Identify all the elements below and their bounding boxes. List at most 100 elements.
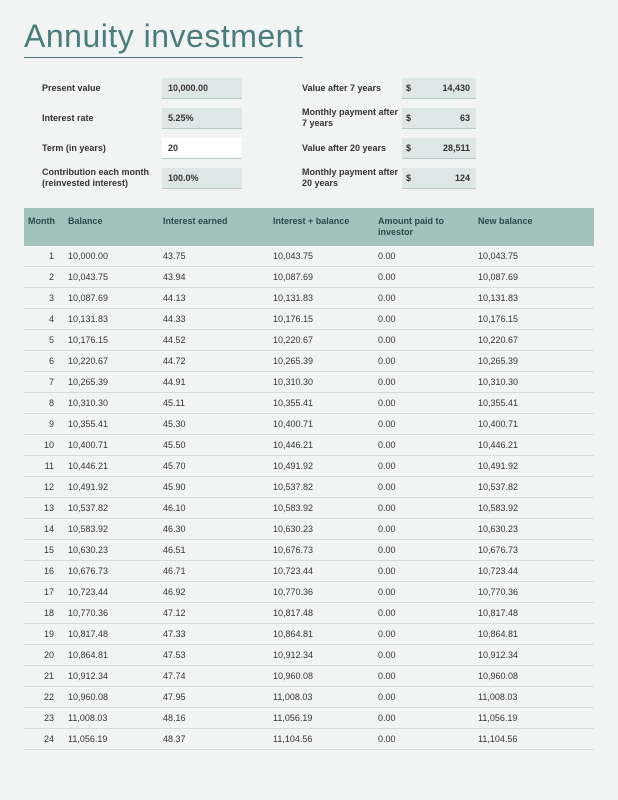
value[interactable]: 100.0% xyxy=(162,168,242,189)
table-row: 2311,008.0348.1611,056.190.0011,056.19 xyxy=(24,708,594,729)
cell-new-balance: 10,446.21 xyxy=(474,440,574,450)
cell-interest-balance: 10,630.23 xyxy=(269,524,374,534)
cell-balance: 10,676.73 xyxy=(64,566,159,576)
value[interactable]: 20 xyxy=(162,138,242,159)
table-row: 1610,676.7346.7110,723.440.0010,723.44 xyxy=(24,561,594,582)
cell-paid: 0.00 xyxy=(374,545,474,555)
cell-interest-balance: 10,265.39 xyxy=(269,356,374,366)
cell-paid: 0.00 xyxy=(374,671,474,681)
cell-balance: 10,000.00 xyxy=(64,251,159,261)
cell-month: 3 xyxy=(24,293,64,303)
cell-interest: 48.37 xyxy=(159,734,269,744)
label: Monthly payment after 7 years xyxy=(302,107,402,129)
value[interactable]: 5.25% xyxy=(162,108,242,129)
cell-paid: 0.00 xyxy=(374,314,474,324)
cell-paid: 0.00 xyxy=(374,713,474,723)
col-amount-paid: Amount paid to investor xyxy=(374,216,474,238)
cell-balance: 11,056.19 xyxy=(64,734,159,744)
table-row: 610,220.6744.7210,265.390.0010,265.39 xyxy=(24,351,594,372)
table-row: 2110,912.3447.7410,960.080.0010,960.08 xyxy=(24,666,594,687)
cell-paid: 0.00 xyxy=(374,524,474,534)
cell-balance: 10,864.81 xyxy=(64,650,159,660)
cell-balance: 10,912.34 xyxy=(64,671,159,681)
value[interactable]: 10,000.00 xyxy=(162,78,242,99)
cell-new-balance: 10,131.83 xyxy=(474,293,574,303)
cell-month: 7 xyxy=(24,377,64,387)
cell-new-balance: 10,770.36 xyxy=(474,587,574,597)
cell-month: 11 xyxy=(24,461,64,471)
cell-paid: 0.00 xyxy=(374,398,474,408)
cell-balance: 10,446.21 xyxy=(64,461,159,471)
table-header: Month Balance Interest earned Interest +… xyxy=(24,208,594,246)
cell-interest: 45.30 xyxy=(159,419,269,429)
cell-month: 23 xyxy=(24,713,64,723)
cell-balance: 10,220.67 xyxy=(64,356,159,366)
cell-month: 10 xyxy=(24,440,64,450)
table-row: 210,043.7543.9410,087.690.0010,087.69 xyxy=(24,267,594,288)
cell-balance: 10,265.39 xyxy=(64,377,159,387)
cell-new-balance: 10,355.41 xyxy=(474,398,574,408)
input-present-value: Present value 10,000.00 xyxy=(42,76,242,100)
cell-paid: 0.00 xyxy=(374,293,474,303)
label: Value after 7 years xyxy=(302,83,402,94)
label: Value after 20 years xyxy=(302,143,402,154)
cell-interest: 47.33 xyxy=(159,629,269,639)
input-interest-rate: Interest rate 5.25% xyxy=(42,106,242,130)
cell-paid: 0.00 xyxy=(374,356,474,366)
cell-paid: 0.00 xyxy=(374,377,474,387)
cell-paid: 0.00 xyxy=(374,272,474,282)
cell-paid: 0.00 xyxy=(374,503,474,513)
cell-month: 9 xyxy=(24,419,64,429)
col-month: Month xyxy=(24,216,64,238)
cell-month: 20 xyxy=(24,650,64,660)
cell-interest-balance: 10,912.34 xyxy=(269,650,374,660)
cell-new-balance: 10,537.82 xyxy=(474,482,574,492)
cell-interest-balance: 11,008.03 xyxy=(269,692,374,702)
cell-interest: 46.51 xyxy=(159,545,269,555)
cell-month: 24 xyxy=(24,734,64,744)
cell-interest-balance: 10,400.71 xyxy=(269,419,374,429)
cell-paid: 0.00 xyxy=(374,734,474,744)
cell-balance: 10,491.92 xyxy=(64,482,159,492)
cell-paid: 0.00 xyxy=(374,566,474,576)
cell-interest: 47.12 xyxy=(159,608,269,618)
cell-new-balance: 10,583.92 xyxy=(474,503,574,513)
value: 28,511 xyxy=(416,138,476,159)
cell-interest-balance: 11,104.56 xyxy=(269,734,374,744)
cell-new-balance: 10,630.23 xyxy=(474,524,574,534)
cell-interest: 44.72 xyxy=(159,356,269,366)
cell-interest-balance: 10,960.08 xyxy=(269,671,374,681)
cell-interest-balance: 10,676.73 xyxy=(269,545,374,555)
cell-new-balance: 10,220.67 xyxy=(474,335,574,345)
cell-new-balance: 10,265.39 xyxy=(474,356,574,366)
currency: $ xyxy=(402,168,416,189)
col-interest-balance: Interest + balance xyxy=(269,216,374,238)
currency: $ xyxy=(402,108,416,129)
cell-interest: 45.11 xyxy=(159,398,269,408)
cell-new-balance: 11,008.03 xyxy=(474,692,574,702)
cell-new-balance: 10,087.69 xyxy=(474,272,574,282)
label: Monthly payment after 20 years xyxy=(302,167,402,189)
col-balance: Balance xyxy=(64,216,159,238)
table-row: 1410,583.9246.3010,630.230.0010,630.23 xyxy=(24,519,594,540)
inputs-column: Present value 10,000.00 Interest rate 5.… xyxy=(42,76,242,190)
output-monthly-20: Monthly payment after 20 years $ 124 xyxy=(302,166,476,190)
cell-interest-balance: 10,864.81 xyxy=(269,629,374,639)
cell-balance: 10,400.71 xyxy=(64,440,159,450)
cell-interest: 44.13 xyxy=(159,293,269,303)
cell-interest: 47.95 xyxy=(159,692,269,702)
cell-paid: 0.00 xyxy=(374,629,474,639)
cell-new-balance: 10,864.81 xyxy=(474,629,574,639)
cell-paid: 0.00 xyxy=(374,587,474,597)
table-row: 1010,400.7145.5010,446.210.0010,446.21 xyxy=(24,435,594,456)
label: Present value xyxy=(42,83,162,94)
cell-new-balance: 10,912.34 xyxy=(474,650,574,660)
value: 63 xyxy=(416,108,476,129)
cell-interest-balance: 10,043.75 xyxy=(269,251,374,261)
table-row: 910,355.4145.3010,400.710.0010,400.71 xyxy=(24,414,594,435)
cell-balance: 10,087.69 xyxy=(64,293,159,303)
cell-month: 17 xyxy=(24,587,64,597)
cell-interest: 43.75 xyxy=(159,251,269,261)
cell-interest-balance: 10,310.30 xyxy=(269,377,374,387)
table-row: 1510,630.2346.5110,676.730.0010,676.73 xyxy=(24,540,594,561)
